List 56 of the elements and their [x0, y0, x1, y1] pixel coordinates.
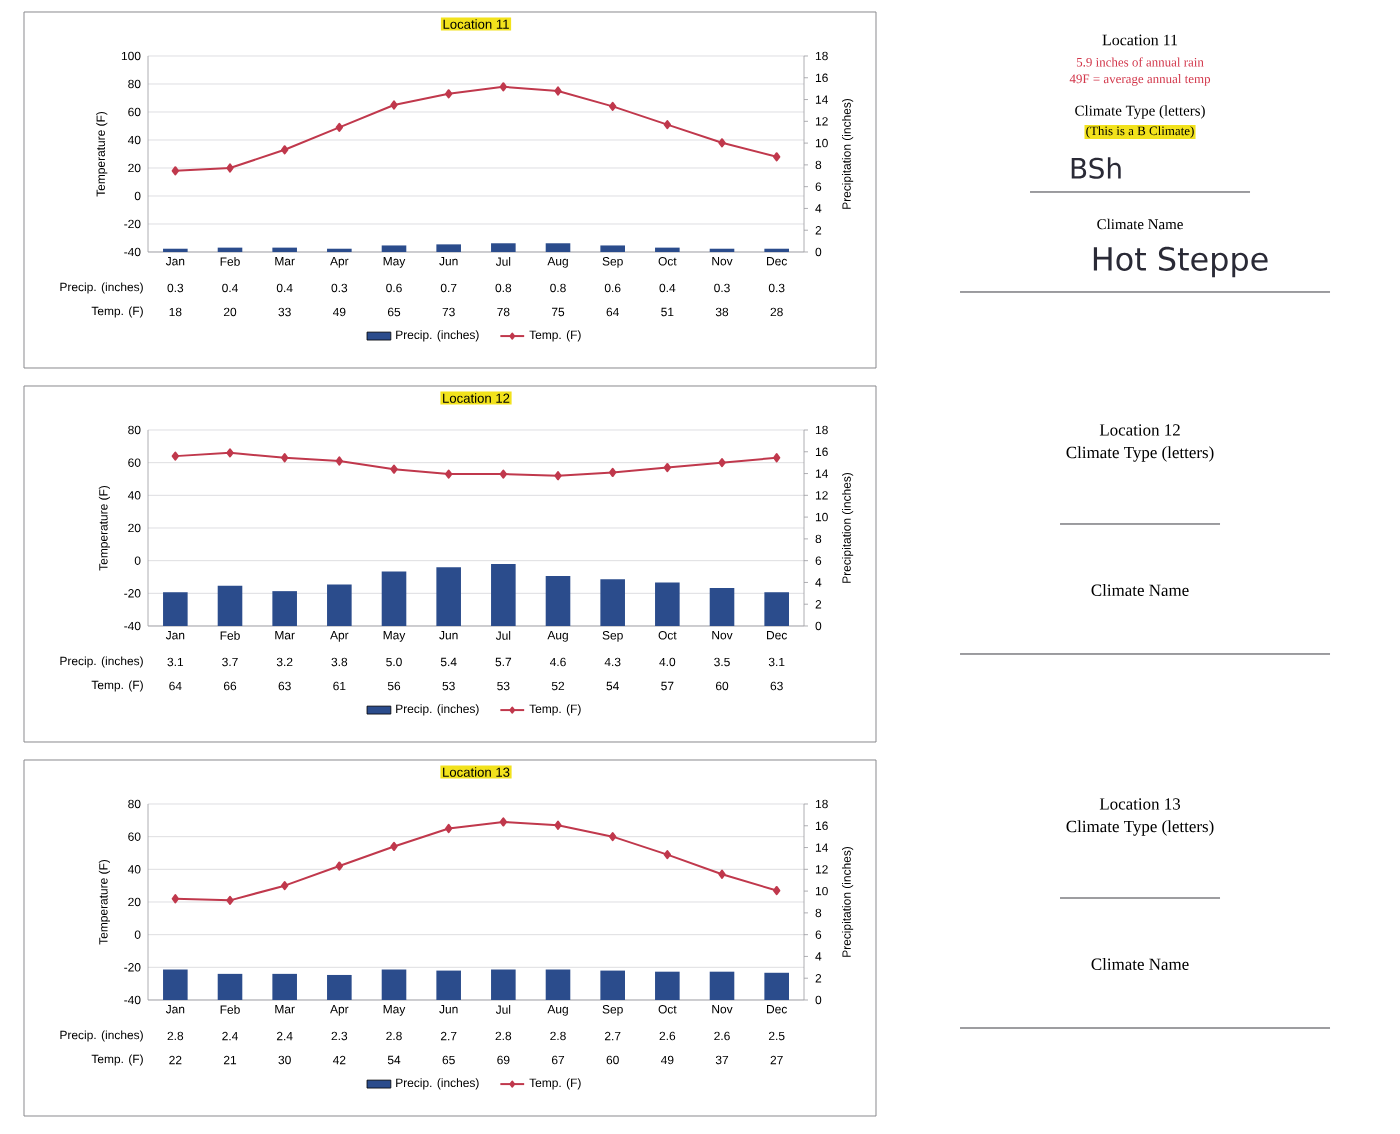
- point: [390, 100, 398, 110]
- point: [280, 881, 289, 891]
- text: Location 13: [1099, 798, 1181, 810]
- bar: [436, 567, 461, 626]
- bar: [272, 591, 297, 626]
- text: Climate Type (letters): [1066, 446, 1214, 462]
- text: Climate Type (letters): [1066, 820, 1214, 836]
- point: [499, 817, 508, 827]
- point: [226, 448, 234, 458]
- point: [663, 462, 672, 473]
- point: [444, 469, 453, 479]
- point: [718, 138, 726, 148]
- bar: [381, 571, 407, 626]
- point: [335, 122, 344, 132]
- point: [280, 145, 289, 155]
- bar: [491, 563, 516, 626]
- bar: [327, 584, 352, 626]
- point: [226, 895, 234, 905]
- point: [663, 119, 672, 130]
- point: [444, 89, 453, 99]
- bar: [217, 585, 243, 626]
- point: [444, 823, 453, 834]
- text: Hot Steppe: [1093, 246, 1268, 278]
- point: [608, 467, 617, 478]
- bar: [764, 592, 789, 626]
- point: [171, 451, 180, 461]
- point: [554, 86, 562, 96]
- text: Climate Name: [1091, 958, 1189, 970]
- point: [772, 453, 781, 463]
- point: [718, 458, 726, 468]
- text: Location 12: [1099, 424, 1180, 436]
- text: Climate Name: [1091, 584, 1189, 596]
- point: [171, 894, 180, 904]
- point: [663, 850, 672, 860]
- point: [608, 832, 617, 842]
- point: [608, 101, 617, 111]
- point: [390, 841, 398, 852]
- point: [772, 152, 781, 162]
- bar: [545, 575, 571, 626]
- bar: [163, 592, 188, 626]
- point: [554, 471, 562, 481]
- point: [772, 885, 781, 896]
- bar: [600, 579, 625, 626]
- bar: [709, 587, 735, 626]
- point: [390, 464, 398, 474]
- point: [554, 820, 562, 830]
- point: [280, 453, 289, 463]
- text: BSh: [1071, 157, 1121, 179]
- point: [499, 469, 508, 479]
- point: [335, 861, 344, 871]
- point: [171, 166, 180, 176]
- point: [226, 163, 234, 173]
- point: [718, 869, 726, 879]
- point: [335, 456, 344, 466]
- bar: [655, 582, 680, 626]
- point: [499, 82, 508, 92]
